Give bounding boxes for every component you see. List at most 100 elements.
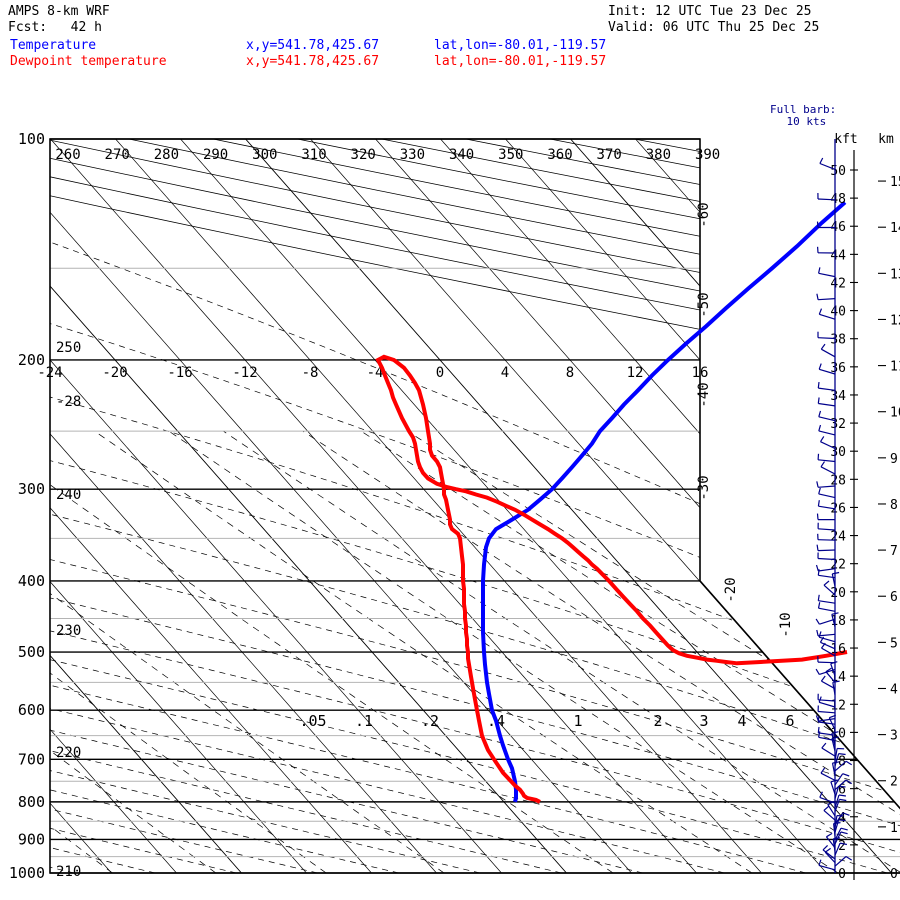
- right-isotherm-label: -30: [696, 475, 712, 500]
- km-tick-label: 7.: [890, 544, 900, 559]
- wind-barb: [819, 618, 836, 625]
- wind-barb: [821, 647, 836, 657]
- wind-barb-flag: [818, 308, 823, 315]
- wind-barb: [818, 633, 836, 637]
- legend-temperature-latlon: lat,lon=-80.01,-119.57: [434, 38, 607, 53]
- theta-label: 280: [154, 147, 179, 163]
- kft-tick-label: 32: [830, 417, 846, 432]
- pressure-tick-label: 1000: [9, 864, 45, 882]
- wind-barb-column: [815, 139, 853, 873]
- temperature-curve: [481, 200, 847, 803]
- wind-barb: [824, 851, 836, 864]
- wind-barb: [819, 668, 836, 675]
- wind-barb: [818, 272, 836, 278]
- temperature-tick-label: -16: [167, 365, 192, 381]
- wind-barb: [817, 549, 836, 552]
- wind-barb: [827, 804, 836, 817]
- theta-label-left: 240: [56, 487, 81, 503]
- theta-label-left: 250: [56, 340, 81, 356]
- wind-barb-flag: [817, 500, 820, 507]
- isobar-lines: [50, 138, 900, 874]
- full-barb-legend: Full barb: 10 kts: [770, 103, 837, 128]
- wind-barb: [834, 842, 841, 856]
- wind-barb-flag: [817, 382, 820, 389]
- pressure-tick-label: 200: [18, 351, 45, 369]
- dry-adiabat-lines: [50, 139, 900, 444]
- valid-time: Valid: 06 UTC Thu 25 Dec 25: [608, 20, 820, 35]
- theta-label-left: 220: [56, 745, 81, 761]
- wind-barb: [818, 416, 836, 422]
- plot-frame-path: [49, 138, 900, 874]
- wind-barb-flag: [832, 571, 840, 575]
- temperature-tick-label: -24: [37, 365, 62, 381]
- theta-label: 360: [547, 147, 572, 163]
- kft-tick-label: 8: [838, 755, 846, 770]
- wind-barb: [820, 641, 836, 650]
- kft-tick-label: 2: [838, 839, 846, 854]
- mixing-ratio-label: 6: [785, 712, 794, 730]
- km-tick-label: 5.: [890, 636, 900, 651]
- right-isotherm-labels: -60 -50 -40 -30 -20 -10: [696, 202, 794, 637]
- wind-barb-flag: [840, 827, 848, 831]
- temperature-axis-labels: -24 -20 -16 -12 -8 -4 0 4 8 12 16 -28: [37, 365, 708, 410]
- wind-barb-flag: [816, 513, 819, 520]
- wind-barb-flag: [818, 267, 821, 274]
- wind-barb: [818, 528, 836, 531]
- kft-tick-label: 6: [838, 783, 846, 798]
- pressure-tick-label: 500: [18, 643, 45, 661]
- wind-barb: [820, 466, 836, 475]
- mixing-ratio-label: .1: [355, 712, 373, 730]
- theta-label: 310: [301, 147, 326, 163]
- wind-barb: [834, 827, 842, 841]
- wind-barb-flag: [820, 767, 826, 774]
- km-tick-label: 4.: [890, 682, 900, 697]
- dewpoint-curve: [375, 354, 848, 804]
- theta-label: 390: [695, 147, 720, 163]
- wind-barb: [823, 809, 836, 821]
- wind-barb-flag: [817, 397, 820, 404]
- km-tick-label: 11.: [890, 360, 900, 375]
- km-tick-label: 12.: [890, 313, 900, 328]
- pressure-tick-label: 600: [18, 701, 45, 719]
- wind-barb-flag: [817, 569, 820, 576]
- kft-tick-label: 44: [830, 248, 846, 263]
- wind-barb: [817, 539, 836, 541]
- wind-barb-flag: [838, 819, 846, 822]
- temperature-tick-label: 8: [566, 365, 574, 381]
- temperature-tick-label: 12: [627, 365, 644, 381]
- wind-barb-flag: [838, 753, 846, 756]
- wind-barb-flag: [815, 668, 820, 675]
- kft-tick-label: 26: [830, 501, 846, 516]
- temperature-tick-label: -4: [367, 365, 384, 381]
- wind-barb: [834, 779, 847, 791]
- temperature-tick-label-extra: -28: [56, 394, 81, 410]
- right-isotherm-label: -10: [778, 612, 794, 637]
- wind-barb-flag: [833, 837, 841, 840]
- pressure-tick-label: 300: [18, 480, 45, 498]
- legend-dewpoint-label: Dewpoint temperature: [10, 54, 167, 69]
- wind-barb: [819, 313, 836, 320]
- km-tick-label: 9.: [890, 452, 900, 467]
- wind-barb: [818, 459, 836, 463]
- wind-barb: [831, 762, 836, 776]
- wind-barb: [818, 864, 836, 871]
- kft-tick-label: 36: [830, 361, 846, 376]
- legend-dewpoint-latlon: lat,lon=-80.01,-119.57: [434, 54, 607, 69]
- kft-tick-label: 34: [830, 389, 846, 404]
- wind-barb-flag: [822, 844, 829, 851]
- kft-tick-label: 0: [838, 867, 846, 882]
- wind-barb-flag: [842, 773, 850, 777]
- wind-barb: [817, 661, 836, 664]
- wind-barb: [821, 348, 836, 358]
- wind-barb: [818, 387, 836, 391]
- kft-tick-label: 50: [830, 164, 846, 179]
- kft-tick-label: 12: [830, 698, 846, 713]
- wind-barb: [834, 794, 840, 808]
- wind-barb: [818, 732, 836, 736]
- wind-barb: [820, 772, 836, 781]
- wind-barb: [817, 337, 836, 340]
- wind-barb-flag: [838, 794, 846, 797]
- wind-barb-flag: [845, 855, 853, 861]
- plot-frame: [49, 138, 900, 874]
